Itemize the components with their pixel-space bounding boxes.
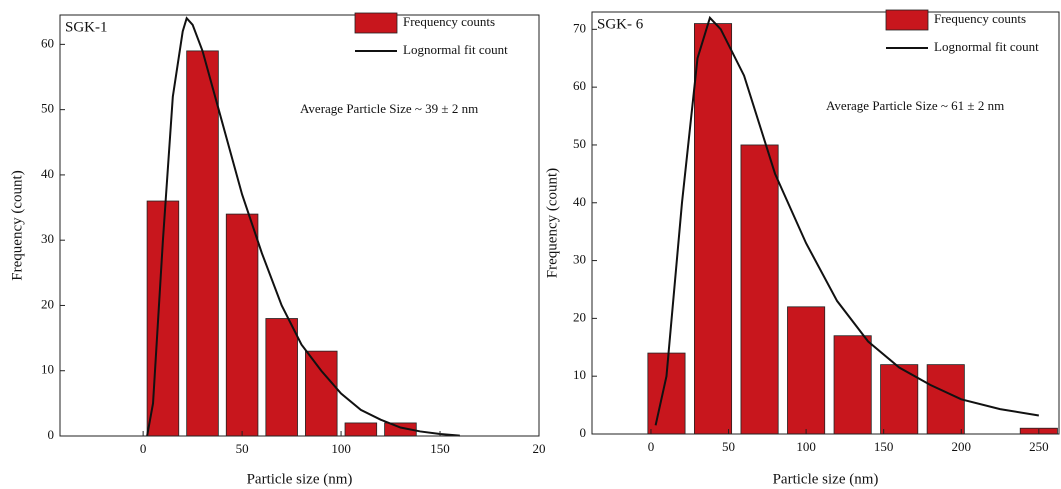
bar (880, 364, 919, 435)
legend-label: Frequency counts (403, 14, 495, 29)
y-tick-label: 10 (573, 367, 586, 382)
x-axis-label: Particle size (nm) (773, 471, 879, 487)
legend-swatch (885, 9, 929, 31)
legend-label: Lognormal fit count (934, 39, 1039, 54)
fit-line (146, 16, 460, 437)
y-tick-label: 20 (573, 309, 586, 324)
fit-line (654, 15, 1039, 426)
y-tick-label: 20 (41, 296, 54, 311)
y-tick-label: 30 (573, 252, 586, 267)
y-tick-label: 0 (580, 425, 587, 440)
plot-frame (591, 11, 1060, 435)
bar (926, 364, 965, 435)
bar (833, 335, 872, 435)
annotation: Average Particle Size ~ 61 ± 2 nm (826, 98, 1004, 113)
x-tick-label: 0 (140, 441, 147, 456)
x-tick-label: 50 (722, 439, 735, 454)
x-tick-label: 250 (1029, 439, 1049, 454)
bar (740, 144, 779, 435)
bar (225, 213, 259, 437)
y-tick-label: 70 (573, 20, 586, 35)
bar (186, 50, 219, 437)
x-tick-label: 200 (952, 439, 972, 454)
y-tick-label: 60 (41, 35, 54, 50)
x-tick-label: 0 (648, 439, 655, 454)
annotation: Average Particle Size ~ 39 ± 2 nm (300, 101, 478, 116)
y-axis-label: Frequency (count) (9, 170, 25, 280)
y-tick-label: 40 (573, 194, 586, 209)
y-tick-label: 50 (573, 136, 586, 151)
sample-label: SGK-1 (65, 19, 108, 35)
x-tick-label: 150 (874, 439, 894, 454)
y-tick-label: 10 (41, 362, 54, 377)
y-tick-label: 30 (41, 231, 54, 246)
legend-label: Frequency counts (934, 11, 1026, 26)
x-tick-label: 50 (236, 441, 249, 456)
x-axis-label: Particle size (nm) (247, 471, 353, 487)
bar (693, 23, 733, 435)
y-tick-label: 40 (41, 166, 54, 181)
bar (305, 350, 338, 437)
x-tick-label: 100 (796, 439, 816, 454)
y-tick-label: 0 (48, 427, 55, 442)
legend-swatch (354, 12, 398, 34)
sample-label: SGK- 6 (597, 16, 644, 32)
plot-frame (59, 14, 540, 437)
x-tick-label: 20 (533, 441, 546, 456)
y-tick-label: 50 (41, 101, 54, 116)
bar (344, 422, 378, 437)
x-tick-label: 100 (331, 441, 351, 456)
x-tick-label: 150 (430, 441, 450, 456)
bar (787, 306, 826, 435)
legend-label: Lognormal fit count (403, 42, 508, 57)
y-axis-label: Frequency (count) (544, 168, 560, 278)
y-tick-label: 60 (573, 78, 586, 93)
bar (265, 318, 298, 437)
